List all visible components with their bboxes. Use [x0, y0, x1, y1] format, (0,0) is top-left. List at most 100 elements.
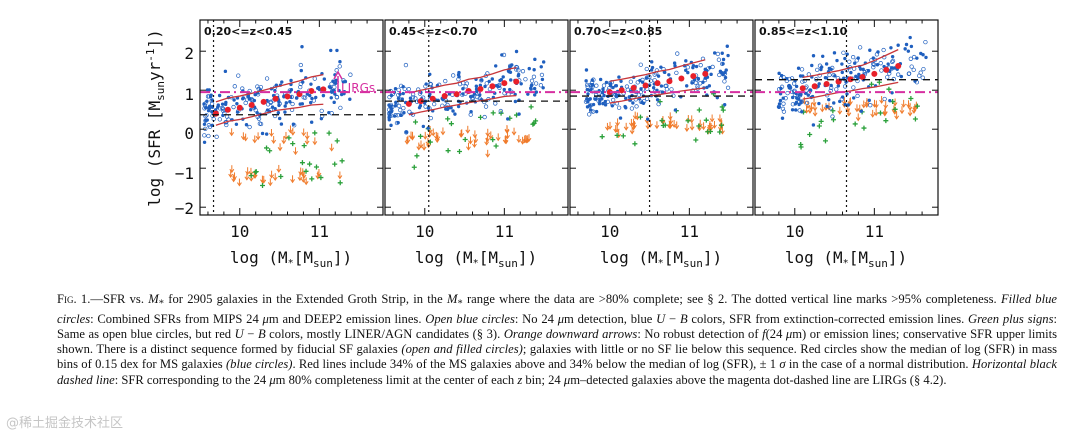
ms-point-filled [861, 67, 865, 72]
ms-point-open [264, 76, 270, 81]
ms-point-open [874, 52, 880, 57]
upper-limit-arrowhead [435, 136, 441, 141]
ms-point-open [407, 109, 412, 114]
upper-limit-arrowhead [709, 118, 715, 123]
upper-limit-arrowhead [240, 136, 246, 141]
ms-point-filled [827, 97, 831, 102]
ms-point-filled [299, 68, 303, 73]
ms-point-open [685, 65, 690, 70]
ms-point-filled [603, 99, 607, 104]
ms-point-filled [348, 97, 352, 101]
ms-point-filled [836, 84, 841, 88]
upper-limit-arrowhead [316, 172, 322, 177]
x-tick-label: 10 [600, 222, 619, 241]
green-plus-point [490, 110, 496, 116]
ms-point-open [456, 77, 461, 82]
green-plus-point [312, 130, 318, 136]
ms-point-filled [856, 75, 860, 80]
ms-point-open [468, 112, 473, 117]
ms-point-open [638, 99, 644, 104]
upper-limit-arrowhead [674, 125, 680, 130]
ms-point-filled [655, 88, 659, 92]
ms-point-filled [673, 108, 678, 112]
ms-point-open [428, 81, 433, 87]
upper-limit-arrowhead [607, 125, 613, 130]
y-tick-label: 1 [184, 85, 194, 104]
upper-limit-arrowhead [301, 132, 307, 137]
ms-point-open [338, 105, 343, 111]
ms-point-open [217, 117, 222, 122]
ms-point-open [232, 84, 237, 89]
upper-limit-arrowhead [912, 107, 918, 112]
upper-limit-arrowhead [870, 113, 876, 118]
ms-point-open [202, 106, 207, 111]
green-plus-point [267, 148, 273, 154]
ms-point-filled [400, 97, 404, 101]
upper-limit-arrowhead [244, 176, 250, 181]
ms-point-filled [469, 110, 473, 114]
ms-point-open [337, 64, 342, 69]
upper-limit-arrowhead [525, 139, 531, 144]
x-axis-label: log (M*[Msun]) [230, 248, 352, 270]
ms-point-open [871, 62, 877, 67]
upper-limit-arrowhead [846, 112, 852, 117]
lirg-label: LIRGs [341, 81, 375, 95]
upper-limit-arrowhead [304, 135, 310, 140]
green-plus-point [414, 153, 420, 159]
ms-point-filled [270, 105, 275, 109]
sigma-lower-line [408, 95, 517, 116]
upper-limit-arrowhead [631, 126, 636, 131]
green-plus-point [313, 164, 319, 170]
ms-point-filled [691, 65, 695, 70]
ms-point-filled [825, 104, 829, 109]
green-plus-point [703, 117, 709, 123]
ms-point-filled [795, 96, 799, 100]
x-tick-label: 11 [495, 222, 514, 241]
green-plus-point [696, 107, 702, 113]
green-plus-point [861, 125, 867, 131]
ms-point-open [395, 113, 400, 118]
ms-point-filled [418, 104, 423, 108]
ms-point-open [644, 96, 650, 101]
ms-point-open [878, 61, 883, 66]
upper-limit-arrowhead [418, 144, 424, 149]
ms-point-filled [924, 55, 928, 60]
upper-limit-arrowhead [459, 132, 465, 138]
ms-point-open [911, 67, 916, 73]
ms-point-filled [618, 116, 623, 120]
ms-point-filled [294, 96, 299, 100]
upper-limit-arrowhead [505, 135, 510, 140]
ms-point-open [830, 114, 835, 119]
ms-point-filled [453, 112, 457, 116]
ms-point-open [497, 82, 502, 88]
upper-limit-arrowhead [701, 125, 707, 131]
upper-limit-arrowhead [504, 128, 510, 133]
median-point [654, 80, 661, 87]
ms-point-filled [619, 79, 623, 83]
green-plus-point [462, 137, 468, 143]
ms-point-open [464, 81, 470, 86]
y-tick-label: −2 [175, 199, 194, 218]
ms-point-filled [300, 102, 305, 106]
upper-limit-arrowhead [484, 141, 490, 146]
ms-point-filled [216, 105, 220, 109]
ms-point-filled [421, 124, 426, 129]
ms-point-filled [516, 74, 521, 78]
median-point [320, 86, 327, 93]
green-plus-point [490, 137, 496, 143]
upper-limit-arrowhead [718, 126, 723, 132]
ms-point-filled [721, 57, 726, 62]
green-plus-point [448, 121, 454, 127]
ms-point-filled [517, 112, 521, 116]
upper-limit-arrowhead [426, 144, 431, 149]
sigma-upper-line [408, 66, 517, 94]
ms-point-filled [241, 97, 245, 101]
median-point [429, 95, 436, 102]
ms-point-filled [490, 77, 494, 81]
ms-point-filled [614, 84, 619, 88]
ms-point-filled [590, 83, 595, 87]
green-plus-point [332, 161, 338, 167]
ms-point-filled [265, 108, 270, 112]
ms-point-open [881, 47, 886, 53]
upper-limit-arrowhead [281, 140, 287, 145]
